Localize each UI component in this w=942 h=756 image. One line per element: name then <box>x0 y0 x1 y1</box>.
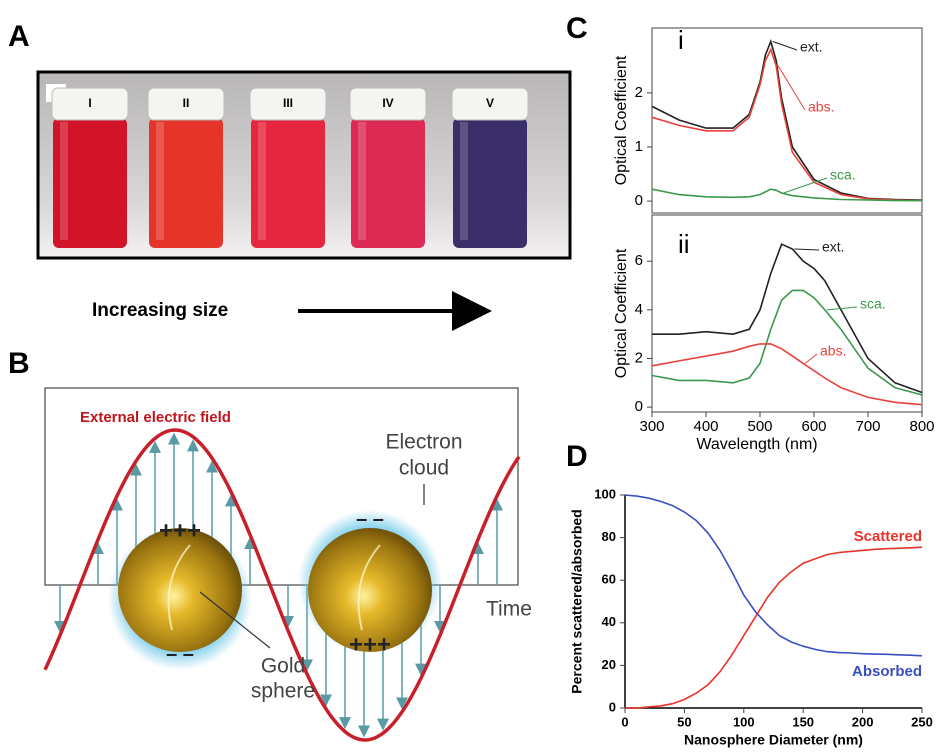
series-line <box>625 547 922 708</box>
series-line <box>652 42 922 201</box>
y-axis-label: Optical Coefficient <box>613 248 630 378</box>
panel-label: A <box>8 20 30 53</box>
y-tick-label: 100 <box>594 486 616 501</box>
series-label: sca. <box>860 296 886 312</box>
cloud-label: Electron <box>385 431 462 454</box>
time-label: Time <box>486 598 532 621</box>
y-axis-label: Optical Coefficient <box>613 55 630 185</box>
vial-label: I <box>88 96 91 110</box>
x-tick-label: 800 <box>909 418 934 435</box>
y-tick-label: 0 <box>635 398 643 415</box>
vial-label: V <box>486 96 494 110</box>
x-axis-label: Nanosphere Diameter (nm) <box>684 732 863 748</box>
gold-sphere <box>118 528 242 652</box>
x-tick-label: 150 <box>792 714 814 729</box>
y-tick-label: 1 <box>635 138 643 155</box>
series-line <box>625 495 922 656</box>
series-label: ext. <box>800 39 823 55</box>
field-label: External electric field <box>80 409 231 426</box>
x-tick-label: 700 <box>855 418 880 435</box>
subplot-label: ii <box>678 229 690 259</box>
subplot-label: i <box>678 25 684 55</box>
panel-label: D <box>566 440 588 473</box>
cloud-label: cloud <box>399 457 449 480</box>
vial-label: II <box>183 96 190 110</box>
x-axis-label: Wavelength (nm) <box>696 436 817 453</box>
label-leader <box>773 42 797 50</box>
y-tick-label: 60 <box>602 572 616 587</box>
charge-plus: +++ <box>159 517 201 544</box>
y-tick-label: 6 <box>635 252 643 269</box>
x-tick-label: 400 <box>693 418 718 435</box>
x-tick-label: 50 <box>677 714 691 729</box>
y-tick-label: 80 <box>602 529 616 544</box>
series-label: Scattered <box>854 528 922 545</box>
sphere-label: sphere <box>251 680 315 703</box>
series-line <box>652 244 922 392</box>
x-tick-label: 600 <box>801 418 826 435</box>
charge-minus: – – <box>166 643 194 665</box>
x-tick-label: 0 <box>621 714 628 729</box>
series-line <box>652 50 922 201</box>
x-tick-label: 500 <box>747 418 772 435</box>
caption: Increasing size <box>92 300 228 321</box>
y-tick-label: 20 <box>602 657 616 672</box>
x-tick-label: 300 <box>639 418 664 435</box>
plot-frame <box>652 215 922 412</box>
figure: A B C D Increasing size External electri… <box>0 0 942 756</box>
panel-label: B <box>8 347 30 380</box>
label-leader <box>827 307 857 310</box>
y-tick-label: 2 <box>635 349 643 366</box>
y-tick-label: 40 <box>602 614 616 629</box>
series-line <box>652 344 922 405</box>
vial-shine <box>156 122 164 240</box>
series-label: abs. <box>820 343 846 359</box>
charge-minus: – – <box>356 508 384 530</box>
vial-shine <box>460 122 468 240</box>
label-leader <box>805 354 817 363</box>
series-label: ext. <box>822 239 845 255</box>
series-label: Absorbed <box>852 663 922 680</box>
sphere-label: Gold <box>261 655 305 678</box>
y-axis-label: Percent scattered/absorbed <box>569 509 585 693</box>
x-tick-label: 250 <box>911 714 933 729</box>
vial-shine <box>60 122 68 240</box>
charge-plus: +++ <box>349 631 391 658</box>
y-tick-label: 4 <box>635 301 643 318</box>
label-leader <box>794 249 819 250</box>
x-tick-label: 100 <box>733 714 755 729</box>
panel-label: C <box>566 12 588 45</box>
y-tick-label: 0 <box>609 699 616 714</box>
y-tick-label: 2 <box>635 84 643 101</box>
vial-shine <box>358 122 366 240</box>
x-tick-label: 200 <box>852 714 874 729</box>
series-label: abs. <box>808 99 834 115</box>
y-tick-label: 0 <box>635 192 643 209</box>
vial-shine <box>258 122 266 240</box>
vial-label: III <box>283 96 293 110</box>
series-label: sca. <box>830 167 856 183</box>
vial-label: IV <box>382 96 393 110</box>
